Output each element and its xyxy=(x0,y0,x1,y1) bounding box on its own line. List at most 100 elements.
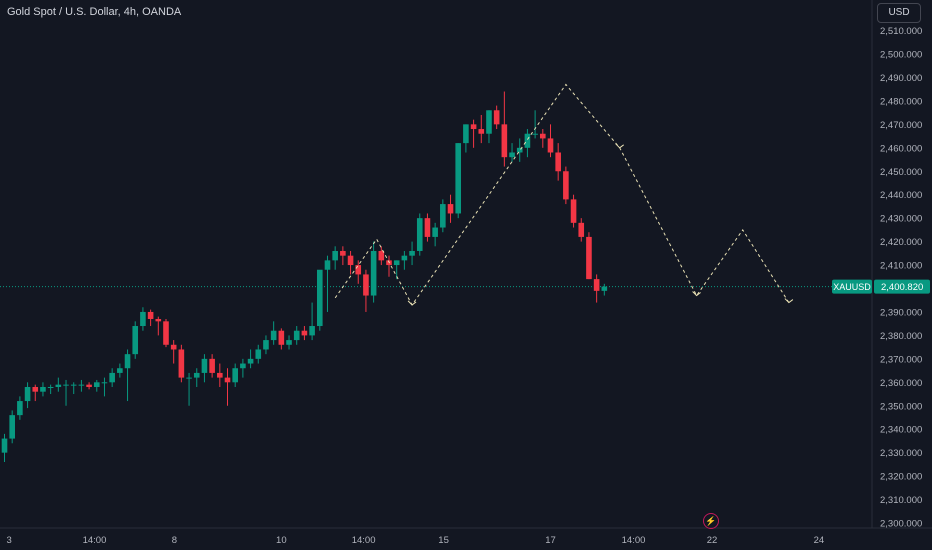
x-tick-label: 14:00 xyxy=(622,535,646,546)
y-tick-label: 2,310.000 xyxy=(880,495,922,506)
candle-up xyxy=(316,269,323,327)
candle-up xyxy=(524,133,531,148)
candle-down xyxy=(32,386,39,392)
currency-button[interactable]: USD xyxy=(877,3,921,23)
candle-up xyxy=(516,147,523,153)
y-tick-label: 2,330.000 xyxy=(880,448,922,459)
x-tick-label: 17 xyxy=(545,535,556,546)
candle-down xyxy=(478,129,485,134)
candle-up xyxy=(9,415,15,439)
candle-down xyxy=(593,279,600,291)
x-tick-label: 14:00 xyxy=(83,535,107,546)
candle-up xyxy=(409,250,415,256)
candle-down xyxy=(86,384,92,387)
projection-path xyxy=(334,83,790,306)
y-tick-label: 2,340.000 xyxy=(880,425,922,436)
candle-up xyxy=(401,255,408,261)
x-tick-label: 8 xyxy=(172,535,177,546)
candle-up xyxy=(55,384,62,387)
candle-up xyxy=(486,110,492,134)
candle-down xyxy=(217,372,223,378)
candle-down xyxy=(586,236,592,280)
y-tick-label: 2,470.000 xyxy=(880,120,922,131)
candle-up xyxy=(255,349,262,359)
y-tick-label: 2,380.000 xyxy=(880,331,922,342)
x-tick-label: 22 xyxy=(707,535,718,546)
y-tick-label: 2,490.000 xyxy=(880,73,922,84)
candle-up xyxy=(70,384,77,386)
candle-up xyxy=(270,330,277,341)
candle-down xyxy=(163,321,169,345)
projection-arrow xyxy=(784,298,794,304)
candle-up xyxy=(416,218,423,251)
y-tick-label: 2,420.000 xyxy=(880,237,922,248)
candle-down xyxy=(378,250,385,261)
y-tick-label: 2,410.000 xyxy=(880,261,922,272)
candle-up xyxy=(93,382,100,387)
candle-up xyxy=(124,354,131,369)
price-badge: XAUUSD 2,400.820 xyxy=(832,279,930,294)
y-tick-label: 2,360.000 xyxy=(880,378,922,389)
candle-down xyxy=(424,218,431,237)
candle-up xyxy=(101,382,108,384)
projection-arrow xyxy=(407,300,417,306)
candle-down xyxy=(363,274,369,296)
symbol-label: XAUUSD xyxy=(833,282,871,292)
candle-up xyxy=(532,133,538,135)
candle-up xyxy=(286,340,292,345)
candle-up xyxy=(247,358,254,364)
candle-up xyxy=(240,363,246,369)
candle-up xyxy=(455,143,462,214)
price-label: 2,400.820 xyxy=(881,282,923,293)
candle-down xyxy=(501,124,508,158)
candle-up xyxy=(440,204,446,228)
candle-down xyxy=(578,222,585,237)
candle-up xyxy=(109,372,115,383)
candle-down xyxy=(301,330,308,336)
candle-up xyxy=(509,152,515,158)
y-tick-label: 2,300.000 xyxy=(880,519,922,530)
x-tick-label: 3 xyxy=(6,535,11,546)
candle-down xyxy=(355,265,362,275)
symbol-badge xyxy=(832,279,872,294)
candle-down xyxy=(555,152,561,172)
candle-down xyxy=(224,377,231,383)
x-tick-label: 10 xyxy=(276,535,287,546)
y-tick-label: 2,480.000 xyxy=(880,96,922,107)
chart-title: Gold Spot / U.S. Dollar, 4h, OANDA xyxy=(7,6,182,18)
y-tick-label: 2,450.000 xyxy=(880,167,922,178)
candle-up xyxy=(393,260,400,266)
candle-down xyxy=(340,250,346,256)
x-tick-label: 14:00 xyxy=(352,535,376,546)
candle-up xyxy=(463,124,469,144)
y-tick-label: 2,430.000 xyxy=(880,214,922,225)
candle-down xyxy=(570,199,577,223)
candle-down xyxy=(540,133,546,139)
candle-up xyxy=(263,340,269,350)
candle-up xyxy=(601,286,608,291)
lightning-icon[interactable]: ⚡ xyxy=(703,513,719,529)
y-tick-label: 2,390.000 xyxy=(880,307,922,318)
candle-up xyxy=(140,311,146,327)
candle-up xyxy=(17,401,23,416)
candle-up xyxy=(24,386,31,402)
candle-up xyxy=(47,386,54,388)
candle-down xyxy=(447,204,454,214)
candle-up xyxy=(324,260,331,270)
candle-up xyxy=(309,326,315,336)
candle-up xyxy=(193,372,200,378)
projection-arrow xyxy=(692,291,701,297)
x-tick-label: 15 xyxy=(438,535,449,546)
candle-up xyxy=(63,384,69,386)
candle-up xyxy=(201,358,208,373)
y-tick-label: 2,500.000 xyxy=(880,50,922,61)
candle-up xyxy=(432,227,438,237)
candle-down xyxy=(470,124,477,130)
candle-down xyxy=(278,330,285,345)
y-tick-label: 2,350.000 xyxy=(880,401,922,412)
y-tick-label: 2,460.000 xyxy=(880,143,922,154)
y-tick-label: 2,320.000 xyxy=(880,472,922,483)
candle-up xyxy=(293,330,300,341)
candle-down xyxy=(147,311,154,319)
